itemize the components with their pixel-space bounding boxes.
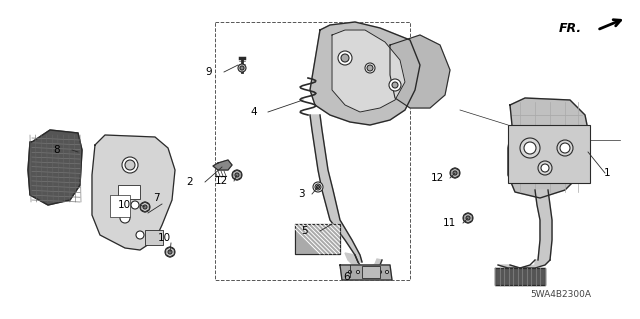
Circle shape (232, 170, 242, 180)
Circle shape (463, 213, 473, 223)
Circle shape (541, 164, 549, 172)
Circle shape (338, 51, 352, 65)
Text: 6: 6 (344, 272, 350, 282)
Circle shape (538, 161, 552, 175)
Text: 5WA4B2300A: 5WA4B2300A (530, 290, 591, 299)
Polygon shape (498, 260, 550, 268)
Polygon shape (508, 98, 590, 198)
Polygon shape (332, 30, 405, 112)
Text: 4: 4 (250, 107, 257, 117)
Circle shape (557, 140, 573, 156)
Text: 7: 7 (154, 193, 160, 203)
Circle shape (235, 173, 239, 177)
Circle shape (392, 82, 398, 88)
Text: 1: 1 (604, 168, 610, 178)
Circle shape (120, 213, 130, 223)
Text: 10: 10 (158, 233, 171, 243)
Polygon shape (390, 35, 450, 108)
Bar (145, 230, 163, 245)
Circle shape (378, 271, 381, 273)
Text: 2: 2 (186, 177, 193, 187)
Circle shape (313, 182, 323, 192)
Polygon shape (295, 224, 340, 254)
Circle shape (365, 63, 375, 73)
Text: 8: 8 (53, 145, 60, 155)
Circle shape (450, 168, 460, 178)
Text: 3: 3 (298, 189, 305, 199)
Circle shape (453, 171, 457, 175)
Circle shape (140, 202, 150, 212)
Bar (215, 22, 410, 280)
Circle shape (168, 250, 172, 254)
Text: 12: 12 (215, 176, 228, 186)
Circle shape (131, 201, 139, 209)
Bar (110, 195, 130, 217)
Bar (362, 266, 380, 278)
Circle shape (524, 142, 536, 154)
Circle shape (367, 65, 373, 71)
Text: 9: 9 (205, 67, 212, 77)
Text: 12: 12 (431, 173, 444, 183)
Circle shape (122, 157, 138, 173)
Circle shape (136, 231, 144, 239)
Polygon shape (340, 265, 392, 280)
Bar (508, 125, 590, 183)
Circle shape (389, 79, 401, 91)
Circle shape (317, 186, 319, 189)
Polygon shape (535, 190, 552, 260)
Text: 11: 11 (443, 218, 456, 228)
Circle shape (356, 271, 360, 273)
Circle shape (315, 184, 321, 190)
Text: 10: 10 (118, 200, 131, 210)
Text: 5: 5 (301, 226, 308, 236)
Circle shape (165, 247, 175, 257)
Polygon shape (92, 135, 175, 250)
Polygon shape (310, 115, 362, 262)
Circle shape (125, 160, 135, 170)
Circle shape (560, 143, 570, 153)
Polygon shape (345, 253, 382, 268)
Polygon shape (213, 160, 232, 170)
Polygon shape (495, 268, 545, 285)
Bar (118, 185, 140, 199)
Text: FR.: FR. (559, 22, 582, 35)
Circle shape (240, 66, 244, 70)
Polygon shape (310, 22, 420, 125)
Circle shape (385, 271, 388, 273)
Polygon shape (28, 130, 82, 205)
Circle shape (143, 205, 147, 209)
Circle shape (238, 64, 246, 72)
Circle shape (466, 216, 470, 220)
Circle shape (349, 271, 351, 273)
Circle shape (341, 54, 349, 62)
Circle shape (520, 138, 540, 158)
